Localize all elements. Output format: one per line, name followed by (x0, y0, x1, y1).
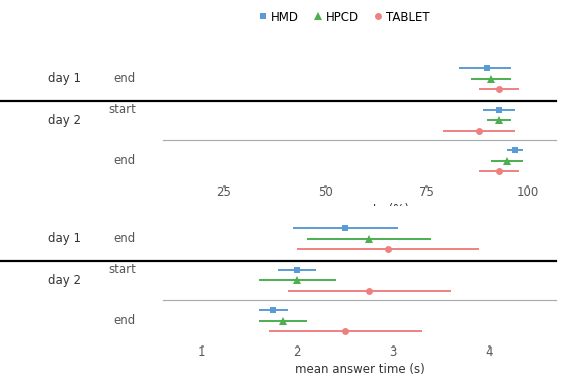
X-axis label: success rate (%): success rate (%) (311, 203, 409, 216)
Text: end: end (113, 232, 136, 245)
Legend: HMD, HPCD, TABLET: HMD, HPCD, TABLET (253, 6, 434, 28)
X-axis label: mean answer time (s): mean answer time (s) (295, 363, 425, 376)
Text: day 1: day 1 (48, 232, 81, 245)
Text: start: start (108, 263, 136, 276)
Text: day 2: day 2 (48, 274, 81, 287)
Text: day 1: day 1 (48, 72, 81, 85)
Text: end: end (113, 154, 136, 167)
Text: end: end (113, 72, 136, 85)
Text: day 2: day 2 (48, 114, 81, 127)
Text: end: end (113, 314, 136, 327)
Text: start: start (108, 103, 136, 116)
